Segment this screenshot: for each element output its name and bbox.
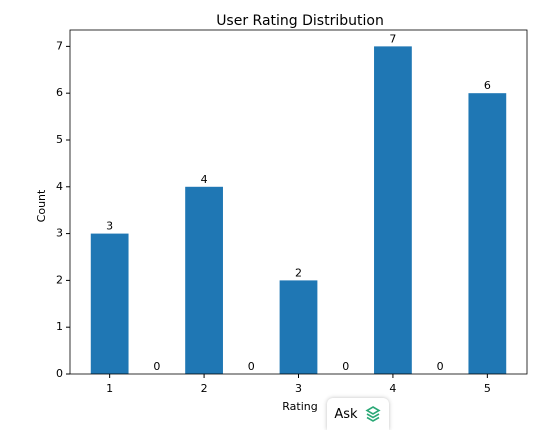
value-label: 6 [484, 79, 491, 92]
y-tick-label: 1 [56, 320, 63, 333]
chart-title: User Rating Distribution [216, 13, 384, 29]
y-tick-label: 6 [56, 86, 63, 99]
ask-button[interactable]: Ask [327, 398, 389, 430]
x-tick-label: 4 [389, 382, 396, 395]
y-tick-label: 5 [56, 133, 63, 146]
x-tick-label: 3 [295, 382, 302, 395]
bar [185, 186, 223, 374]
x-axis-label: Rating [282, 400, 317, 413]
value-label: 0 [342, 360, 349, 373]
value-label: 0 [248, 360, 255, 373]
bar [90, 233, 129, 374]
bar [374, 46, 412, 374]
bar [468, 93, 507, 375]
y-tick-label: 4 [56, 180, 63, 193]
y-tick-label: 0 [56, 367, 63, 380]
value-label: 7 [389, 32, 396, 45]
value-label: 3 [106, 220, 113, 233]
value-label: 4 [201, 173, 208, 186]
value-label: 2 [295, 266, 302, 279]
bar [279, 280, 318, 374]
x-tick-label: 5 [484, 382, 491, 395]
x-tick-label: 2 [201, 382, 208, 395]
y-axis-label: Count [35, 189, 48, 222]
y-tick-label: 2 [56, 273, 63, 286]
ask-icon [365, 406, 381, 422]
ask-label: Ask [334, 406, 358, 422]
value-label: 0 [153, 360, 160, 373]
x-tick-label: 1 [106, 382, 113, 395]
y-tick-label: 3 [56, 227, 63, 240]
value-label: 0 [437, 360, 444, 373]
y-tick-label: 7 [56, 39, 63, 52]
